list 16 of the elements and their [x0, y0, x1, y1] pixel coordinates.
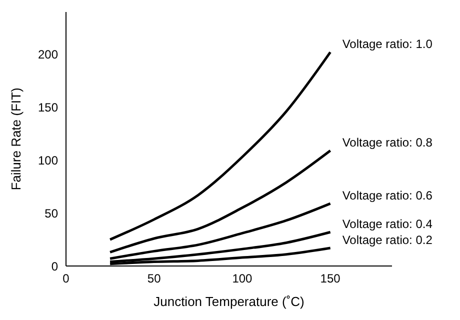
x-axis-title: Junction Temperature (˚C) [154, 294, 304, 309]
x-tick-label: 100 [232, 272, 253, 286]
y-tick-label: 100 [38, 153, 58, 168]
series-label: Voltage ratio: 0.8 [342, 136, 433, 150]
series-label: Voltage ratio: 1.0 [342, 37, 433, 52]
y-tick-label: 150 [38, 100, 58, 115]
series-label: Voltage ratio: 0.4 [342, 217, 433, 232]
y-tick-label: 200 [38, 48, 58, 62]
y-axis-title: Failure Rate (FIT) [8, 88, 24, 190]
series-label: Voltage ratio: 0.6 [342, 188, 433, 203]
x-tick-label: 0 [62, 272, 70, 286]
x-tick-label: 150 [320, 272, 341, 286]
series-label: Voltage ratio: 0.2 [342, 233, 433, 248]
y-tick-label: 0 [51, 259, 58, 274]
y-tick-label: 50 [44, 206, 58, 220]
x-tick-label: 50 [147, 272, 162, 286]
